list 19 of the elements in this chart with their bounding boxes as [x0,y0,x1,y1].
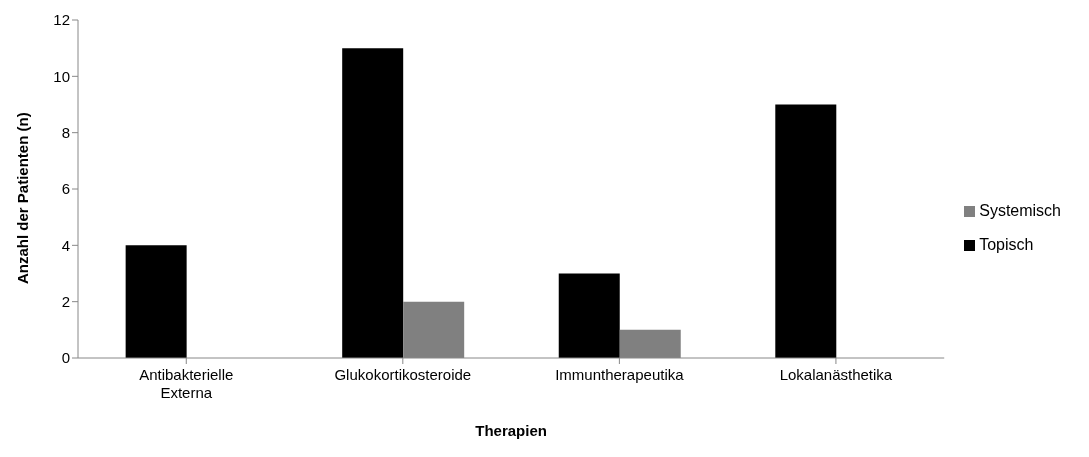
x-tick-label: Antibakterielle Externa [139,366,234,401]
y-tick-label: 10 [53,67,70,85]
bar [342,48,404,358]
x-tick-label: Immuntherapeutika [555,366,685,383]
y-tick-label: 2 [61,292,70,310]
x-axis-title: Therapien [475,422,547,439]
y-tick-label: 0 [61,349,70,367]
y-tick-label: 6 [61,180,70,198]
bar [558,273,620,358]
x-tick-label: Lokalanästhetika [779,366,893,383]
y-tick-label: 12 [53,11,70,29]
bar [775,104,837,358]
x-tick-label: Glukokortikosteroide [334,366,472,383]
y-tick-label: 8 [61,123,70,141]
legend-label: Systemisch [979,202,1061,219]
legend-label: Topisch [979,236,1034,253]
y-tick-label: 4 [61,236,70,254]
bar [125,245,187,358]
y-axis-title: Anzahl der Patienten (n) [14,112,32,284]
